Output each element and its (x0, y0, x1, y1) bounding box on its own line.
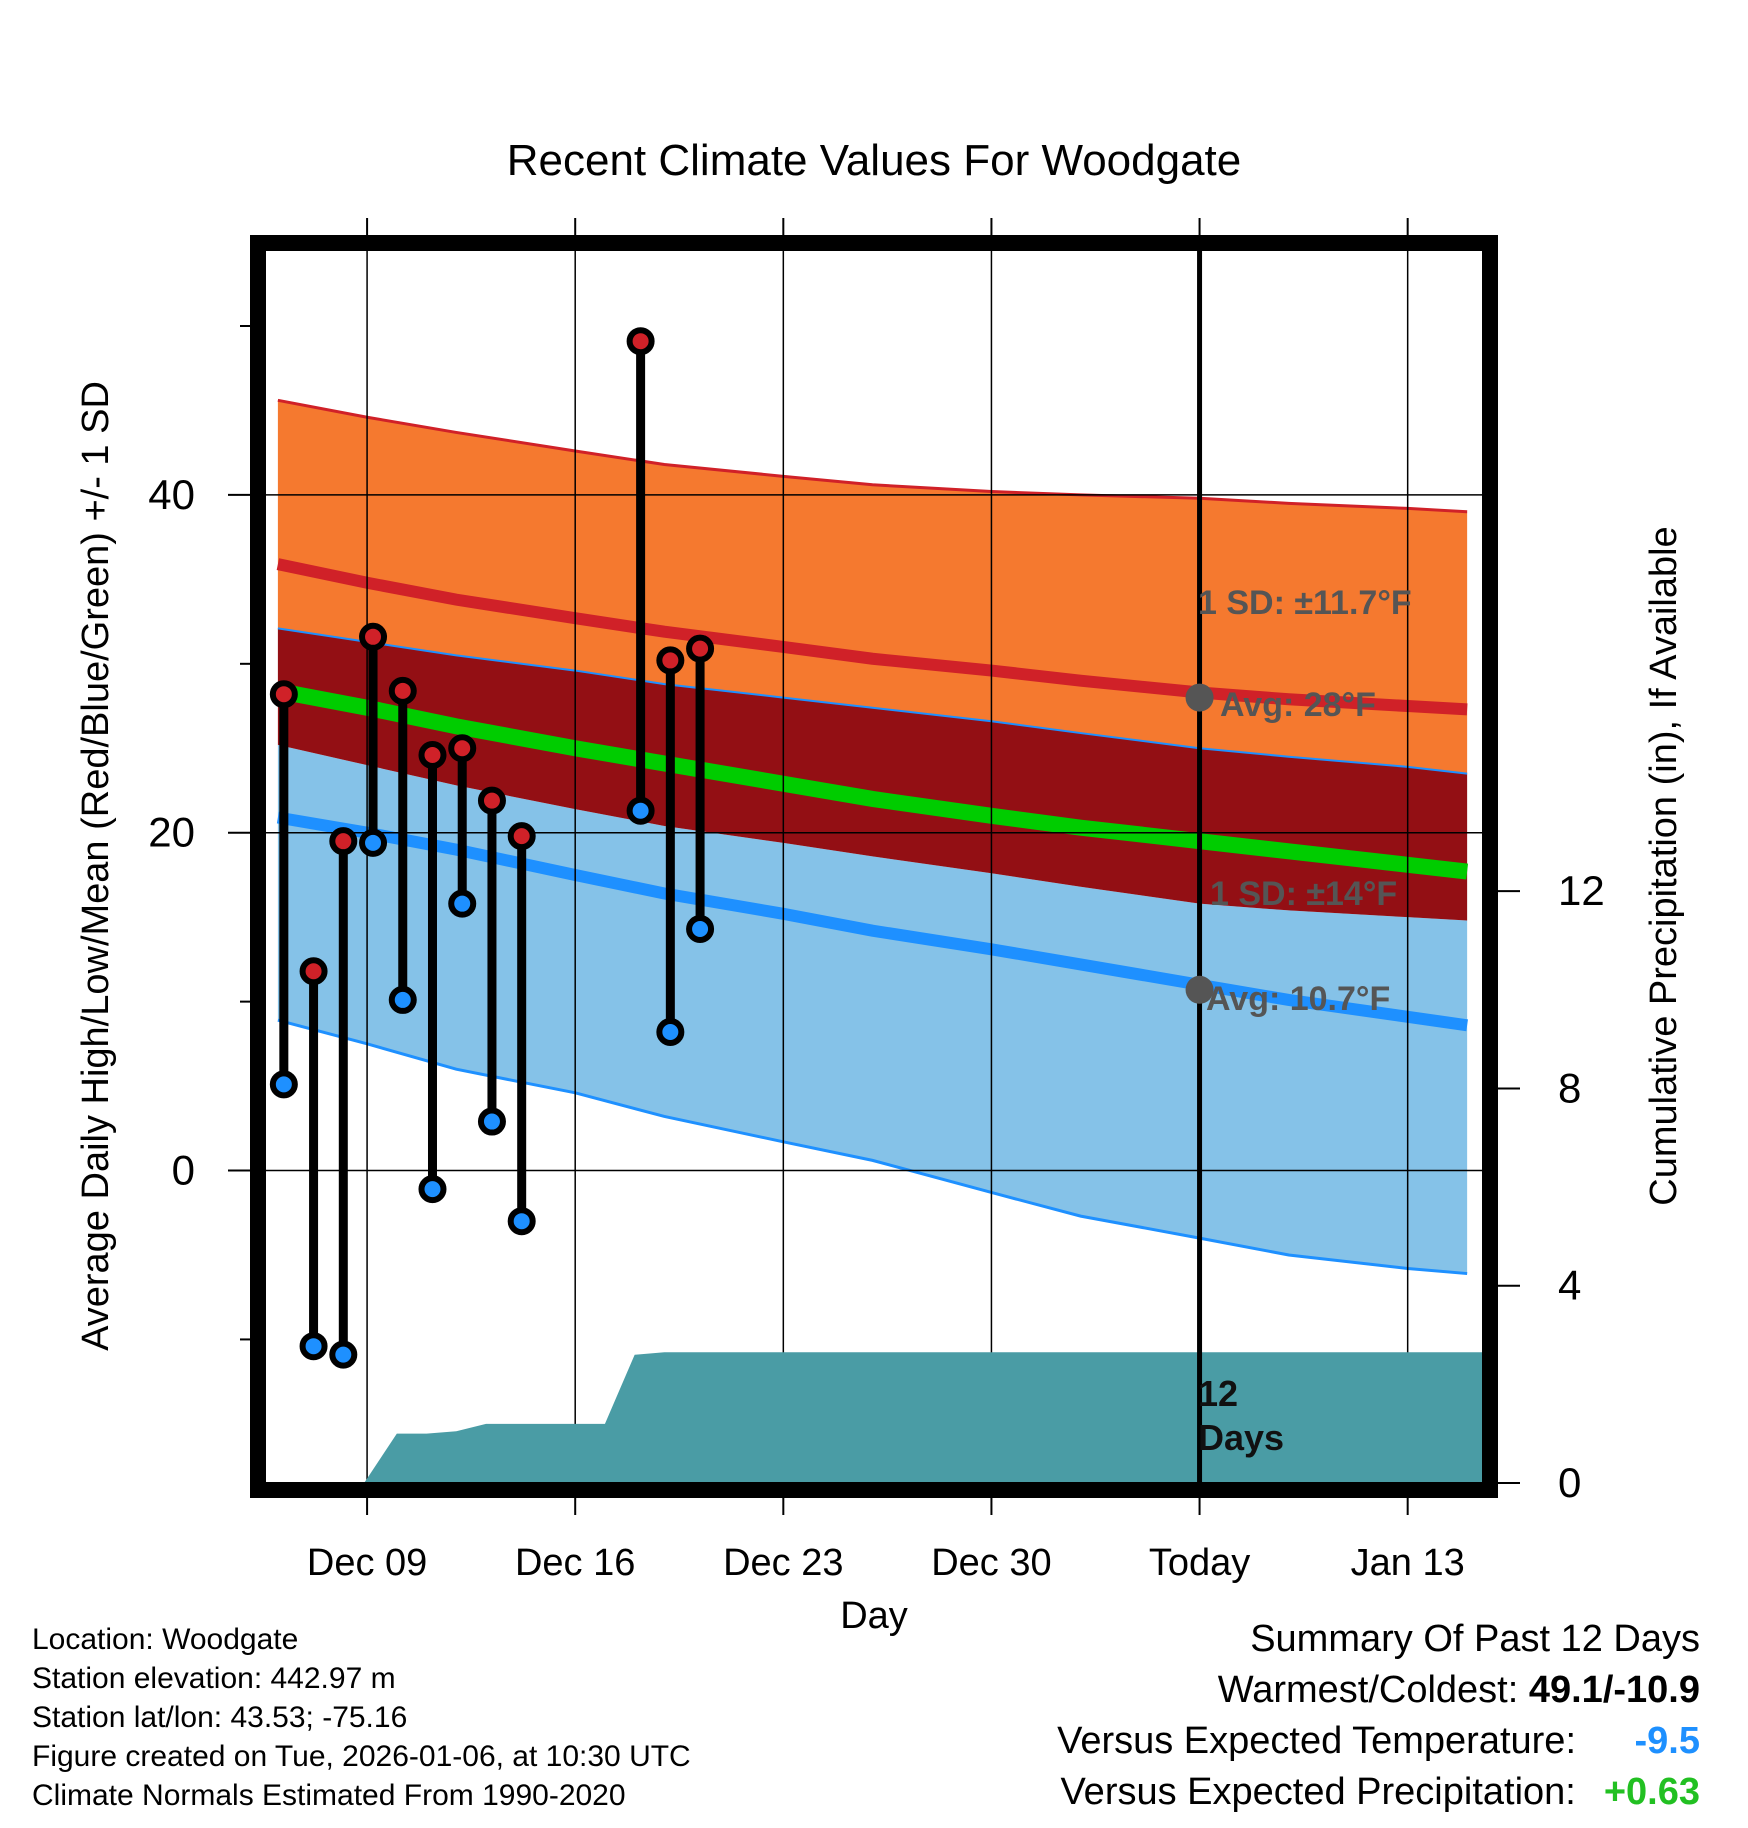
normal-high-line (276, 558, 1468, 716)
precip-departure-label: Versus Expected Precipitation: (1060, 1771, 1576, 1813)
today-marker (1185, 242, 1214, 1491)
precipitation-area (364, 1352, 1482, 1483)
x-tick-label: Jan 13 (1351, 1542, 1465, 1584)
temp-departure-row: Versus Expected Temperature: -9.5 (1057, 1716, 1700, 1767)
summary-panel: Summary Of Past 12 Days Warmest/Coldest:… (1057, 1614, 1700, 1818)
y2-tick-label: 4 (1558, 1262, 1581, 1309)
precip-departure-row: Versus Expected Precipitation: +0.63 (1057, 1767, 1700, 1818)
elevation-text: Station elevation: 442.97 m (32, 1662, 396, 1695)
daily-low-point (477, 1107, 506, 1136)
x-tick-label: Dec 09 (307, 1542, 427, 1584)
y2-tick-label: 8 (1558, 1064, 1581, 1111)
normals-annotations: 1 SD: ±11.7°F Avg: 28°F 1 SD: ±14°F Avg:… (1198, 584, 1412, 1458)
daily-high-point (388, 676, 417, 705)
created-text: Figure created on Tue, 2026-01-06, at 10… (32, 1740, 691, 1773)
x-tick-label: Dec 16 (515, 1542, 635, 1584)
low-avg-annotation: Avg: 10.7°F (1206, 980, 1390, 1018)
daily-high-point (686, 634, 715, 663)
high-plus-sd-line (277, 398, 1468, 514)
daily-high-point (626, 327, 655, 356)
daily-low-point (686, 914, 715, 943)
daily-high-point (656, 646, 685, 675)
daily-low-point (388, 985, 417, 1014)
daily-low-point (507, 1207, 536, 1236)
today-avg-high-dot (1185, 683, 1214, 712)
temp-departure-value: -9.5 (1634, 1720, 1700, 1762)
daily-high-point (299, 957, 328, 986)
daily-high-point (448, 734, 477, 763)
latlon-text: Station lat/lon: 43.53; -75.16 (32, 1701, 408, 1734)
precipitation-fill (364, 1352, 1482, 1483)
axes: Dec 09 Dec 16 Dec 23 Dec 30 Today Jan 1302040… (148, 218, 1605, 1584)
y-axis-label: Average Daily High/Low/Mean (Red/Blue/Gr… (75, 381, 117, 1351)
x-tick-label: Dec 30 (931, 1542, 1051, 1584)
y-tick-label: 40 (148, 471, 195, 518)
daily-low-point (656, 1018, 685, 1047)
temp-departure-label: Versus Expected Temperature: (1057, 1720, 1576, 1762)
daily-low-point (418, 1175, 447, 1204)
daily-observations (269, 327, 715, 1369)
x-tick-label: Dec 23 (723, 1542, 843, 1584)
daily-low-point (299, 1332, 328, 1361)
daily-low-point (626, 796, 655, 825)
daily-high-point (477, 786, 506, 815)
daily-high-point (359, 622, 388, 651)
daily-low-point (359, 828, 388, 857)
low-sd-annotation: 1 SD: ±14°F (1210, 875, 1397, 913)
normals-text: Climate Normals Estimated From 1990-2020 (32, 1779, 626, 1812)
high-minus-sd-line (277, 627, 1468, 775)
daily-high-point (507, 822, 536, 851)
y2-tick-label: 12 (1558, 867, 1605, 914)
y-tick-label: 0 (172, 1147, 195, 1194)
normal-mean-line (276, 682, 1469, 880)
daily-low-point (448, 889, 477, 918)
daily-high-point (418, 741, 447, 770)
daily-low-point (269, 1070, 298, 1099)
station-info: Location: Woodgate Station elevation: 44… (32, 1620, 691, 1815)
chart-title: Recent Climate Values For Woodgate (507, 136, 1242, 185)
normal-low-line (276, 811, 1468, 1032)
plot-frame (250, 235, 1498, 1498)
warmest-coldest-value: 49.1/-10.9 (1528, 1669, 1700, 1711)
high-avg-annotation: Avg: 28°F (1220, 686, 1376, 724)
high-sd-annotation: 1 SD: ±11.7°F (1198, 584, 1412, 622)
daily-high-point (329, 827, 358, 856)
location-text: Location: Woodgate (32, 1623, 299, 1656)
x-tick-label: Today (1149, 1542, 1250, 1584)
y2-tick-label: 0 (1558, 1459, 1581, 1506)
daily-low-point (329, 1340, 358, 1369)
x-axis-label: Day (840, 1595, 908, 1637)
normals-bands (276, 398, 1469, 1276)
y2-axis-label: Cumulative Precipitation (in), If Availa… (1643, 526, 1685, 1205)
warmest-coldest-label: Warmest/Coldest: (1217, 1669, 1519, 1711)
summary-title: Summary Of Past 12 Days (1250, 1618, 1700, 1660)
low-minus-sd-line (277, 1018, 1468, 1276)
daily-high-point (269, 680, 298, 709)
warmest-coldest-row: Warmest/Coldest: 49.1/-10.9 (1057, 1665, 1700, 1716)
precip-departure-value: +0.63 (1603, 1771, 1700, 1813)
days-count-label: 12 (1198, 1373, 1238, 1414)
days-word-label: Days (1198, 1417, 1284, 1458)
today-avg-low-dot (1185, 975, 1214, 1004)
y-tick-label: 20 (148, 809, 195, 856)
